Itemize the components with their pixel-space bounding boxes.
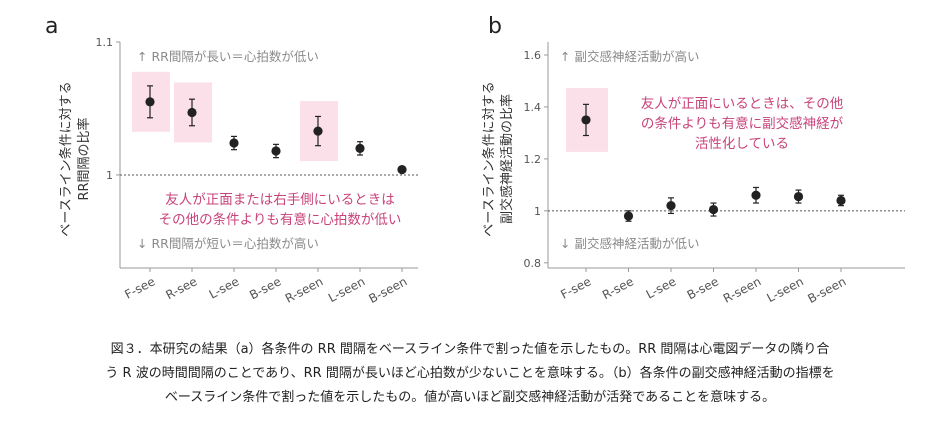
caption-line: 図３．本研究の結果（a）各条件の RR 間隔をベースライン条件で割った値を示した… <box>110 342 830 357</box>
y-axis-label: ベースライン条件に対する <box>481 81 497 236</box>
chart-panel-b: 0.8 1 1.2 1.4 1.6 F-see R-see L-see B-see R-seen L… <box>481 14 905 306</box>
x-tick-label: R-see <box>164 274 200 302</box>
caption-line: ベースライン条件で割った値を示したもの。値が高いほど副交感神経活動が活発であるこ… <box>164 390 776 405</box>
data-point <box>793 191 804 202</box>
data-point <box>581 115 591 125</box>
x-tick-label: F-see <box>122 274 157 302</box>
figure-canvas: 11.1F-see R-see L-see B-see R-seen L-seen B-se… <box>45 14 905 306</box>
x-tick-label: F-see <box>558 274 593 302</box>
data-point <box>229 138 239 148</box>
y-axis-label: RR間隔の比率 <box>76 117 92 200</box>
annotation-top: ↑ RR間隔が長い＝心拍数が低い <box>137 49 319 64</box>
x-tick-label: B-see <box>685 274 721 302</box>
caption-line: う R 波の時間間隔のことであり、RR 間隔が長いほど心拍数が少ないことを意味す… <box>105 366 835 381</box>
x-tick-label: R-seen <box>283 274 326 306</box>
data-point <box>836 195 846 206</box>
x-tick-label: R-see <box>600 274 636 302</box>
data-point <box>313 126 323 136</box>
chart-panel-a: 1 1.1 F-see R-see L-see B-see R-seen L-seen B-se… <box>45 14 418 306</box>
data-point <box>145 97 155 107</box>
annotation-pink: 活性化している <box>695 136 789 152</box>
data-point <box>708 204 719 215</box>
y-tick-label: 1.2 <box>524 153 542 166</box>
figure-caption: 図３．本研究の結果（a）各条件の RR 間隔をベースライン条件で割った値を示した… <box>0 338 940 410</box>
y-tick-label: 1.6 <box>524 49 542 62</box>
data-point <box>751 190 761 200</box>
annotation-bottom: ↓ RR間隔が短い＝心拍数が高い <box>137 236 319 251</box>
data-point <box>397 165 407 175</box>
annotation-pink: の条件よりも有意に副交感神経が <box>641 115 844 132</box>
y-axis-label: ベースライン条件に対する <box>58 81 74 236</box>
x-tick-label: L-seen <box>326 274 367 305</box>
panel-letter: a <box>45 14 58 39</box>
x-tick-label: L-see <box>644 274 679 301</box>
y-tick-label: 1.4 <box>524 101 542 114</box>
annotation-pink: 友人が正面にいるときは、その他 <box>641 96 844 112</box>
y-tick-label: 1 <box>534 205 541 218</box>
annotation-pink: 友人が正面または右手側にいるときは <box>165 192 395 208</box>
x-tick-label: B-seen <box>366 274 409 306</box>
data-point <box>355 143 365 153</box>
x-tick-label: R-seen <box>721 274 764 306</box>
x-tick-label: L-seen <box>765 274 806 305</box>
x-tick-label: B-see <box>247 274 283 302</box>
panel-letter: b <box>488 14 502 39</box>
y-tick-label: 1.1 <box>96 36 114 49</box>
annotation-pink: その他の条件よりも有意に心拍数が低い <box>159 211 402 228</box>
data-point <box>623 211 634 221</box>
data-point <box>666 201 676 211</box>
data-point <box>271 146 281 156</box>
annotation-bottom: ↓ 副交感神経活動が低い <box>560 236 699 251</box>
y-tick-label: 1 <box>106 169 113 182</box>
annotation-top: ↑ 副交感神経活動が高い <box>560 49 699 64</box>
x-tick-label: L-see <box>207 274 242 301</box>
data-point <box>187 107 197 118</box>
y-tick-label: 0.8 <box>524 257 542 270</box>
x-tick-label: B-seen <box>805 274 848 306</box>
y-axis-label: 副交感神経活動の比率 <box>499 94 515 224</box>
